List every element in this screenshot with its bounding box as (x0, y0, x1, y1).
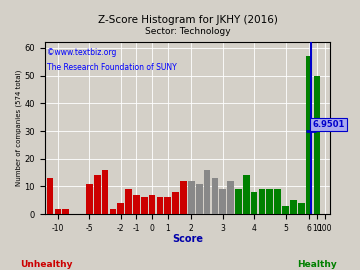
X-axis label: Score: Score (172, 234, 203, 244)
Bar (204, 170, 210, 214)
Bar (165, 197, 171, 214)
Bar (243, 175, 249, 214)
Bar (274, 189, 281, 214)
Bar (63, 208, 69, 214)
Bar (86, 184, 93, 214)
Bar (282, 206, 289, 214)
Bar (180, 181, 187, 214)
Bar (109, 208, 116, 214)
Bar (141, 197, 148, 214)
Bar (235, 189, 242, 214)
Bar (125, 189, 132, 214)
Bar (102, 170, 108, 214)
Bar (55, 208, 61, 214)
Bar (157, 197, 163, 214)
Bar (227, 181, 234, 214)
Y-axis label: Number of companies (574 total): Number of companies (574 total) (15, 70, 22, 187)
Bar (258, 189, 265, 214)
Bar (149, 195, 156, 214)
Bar (172, 192, 179, 214)
Bar (266, 189, 273, 214)
Bar (290, 200, 297, 214)
Bar (314, 76, 320, 214)
Text: The Research Foundation of SUNY: The Research Foundation of SUNY (48, 63, 177, 72)
Bar (47, 178, 53, 214)
Text: ©www.textbiz.org: ©www.textbiz.org (48, 48, 117, 57)
Bar (251, 192, 257, 214)
Text: Sector: Technology: Sector: Technology (145, 26, 230, 36)
Bar (212, 178, 218, 214)
Text: Unhealthy: Unhealthy (21, 260, 73, 269)
Bar (219, 189, 226, 214)
Bar (298, 203, 305, 214)
Text: Healthy: Healthy (297, 260, 337, 269)
Bar (306, 56, 312, 214)
Bar (196, 184, 203, 214)
Text: 6.9501: 6.9501 (312, 120, 345, 129)
Bar (94, 175, 100, 214)
Bar (133, 195, 140, 214)
Title: Z-Score Histogram for JKHY (2016): Z-Score Histogram for JKHY (2016) (98, 15, 277, 25)
Bar (117, 203, 124, 214)
Bar (188, 181, 195, 214)
